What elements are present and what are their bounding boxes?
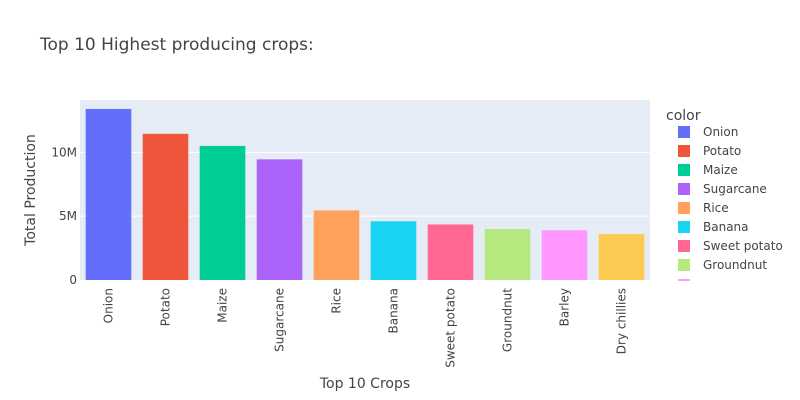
- x-tick-label: Sweet potato: [444, 288, 458, 368]
- legend-swatch: [678, 259, 690, 271]
- legend-items: Onion Potato Maize Sugarcane Rice Banana Sweet…: [678, 125, 783, 281]
- chart-title: Top 10 Highest producing crops:: [39, 35, 314, 55]
- y-tick-label: 10M: [51, 145, 77, 159]
- legend-item[interactable]: Maize: [678, 163, 738, 177]
- legend-item[interactable]: Banana: [678, 220, 749, 234]
- legend-label: Banana: [703, 220, 749, 234]
- bar-groundnut[interactable]: [484, 228, 531, 280]
- bar-barley[interactable]: [541, 230, 588, 280]
- bar-rice[interactable]: [313, 210, 360, 280]
- legend-label: Sugarcane: [703, 182, 767, 196]
- legend-label: Groundnut: [703, 258, 767, 272]
- bar-banana[interactable]: [370, 221, 417, 280]
- legend-swatch: [678, 164, 690, 176]
- x-tick-label: Potato: [159, 288, 173, 326]
- x-tick-label: Rice: [330, 288, 344, 314]
- x-tick-label: Sugarcane: [273, 288, 287, 352]
- legend-swatch: [678, 221, 690, 233]
- y-tick-label: 5M: [59, 209, 77, 223]
- x-tick-label: Onion: [102, 288, 116, 323]
- x-tick-label: Dry chillies: [615, 288, 629, 354]
- y-tick-label: 0: [69, 273, 77, 287]
- legend-item[interactable]: Sugarcane: [678, 182, 767, 196]
- legend-swatch: [678, 183, 690, 195]
- y-axis-title: Total Production: [23, 134, 39, 247]
- legend-swatch: [678, 240, 690, 252]
- legend-title: color: [666, 108, 701, 124]
- x-tick-label: Barley: [558, 288, 572, 326]
- legend-label: Sweet potato: [703, 239, 783, 253]
- legend-label: Rice: [703, 201, 729, 215]
- bar-sugarcane[interactable]: [256, 159, 303, 280]
- bar-maize[interactable]: [199, 145, 246, 280]
- legend-swatch: [678, 202, 690, 214]
- x-axis-ticks: Onion Potato Maize Sugarcane Rice Banana Sweet…: [102, 288, 629, 368]
- bar-onion[interactable]: [85, 108, 132, 280]
- legend-swatch: [678, 145, 690, 157]
- legend-item[interactable]: Rice: [678, 201, 729, 215]
- legend-swatch-clipped: [678, 279, 690, 281]
- legend-label: Onion: [703, 125, 738, 139]
- bar-sweet-potato[interactable]: [427, 224, 474, 280]
- y-axis-ticks: 0 5M 10M: [51, 145, 77, 287]
- legend: color Onion Potato Maize Sugarcane Rice Banan…: [666, 108, 783, 281]
- legend-swatch: [678, 126, 690, 138]
- x-tick-label: Groundnut: [501, 288, 515, 352]
- legend-item[interactable]: Groundnut: [678, 258, 767, 272]
- legend-label: Potato: [703, 144, 741, 158]
- x-tick-label: Banana: [387, 288, 401, 334]
- bar-potato[interactable]: [142, 133, 189, 280]
- bars: [85, 108, 645, 280]
- x-tick-label: Maize: [216, 288, 230, 323]
- legend-label: Maize: [703, 163, 738, 177]
- legend-item[interactable]: Onion: [678, 125, 738, 139]
- legend-item[interactable]: Sweet potato: [678, 239, 783, 253]
- bar-dry-chillies[interactable]: [598, 234, 645, 280]
- x-axis-title: Top 10 Crops: [319, 376, 410, 392]
- legend-item[interactable]: Potato: [678, 144, 741, 158]
